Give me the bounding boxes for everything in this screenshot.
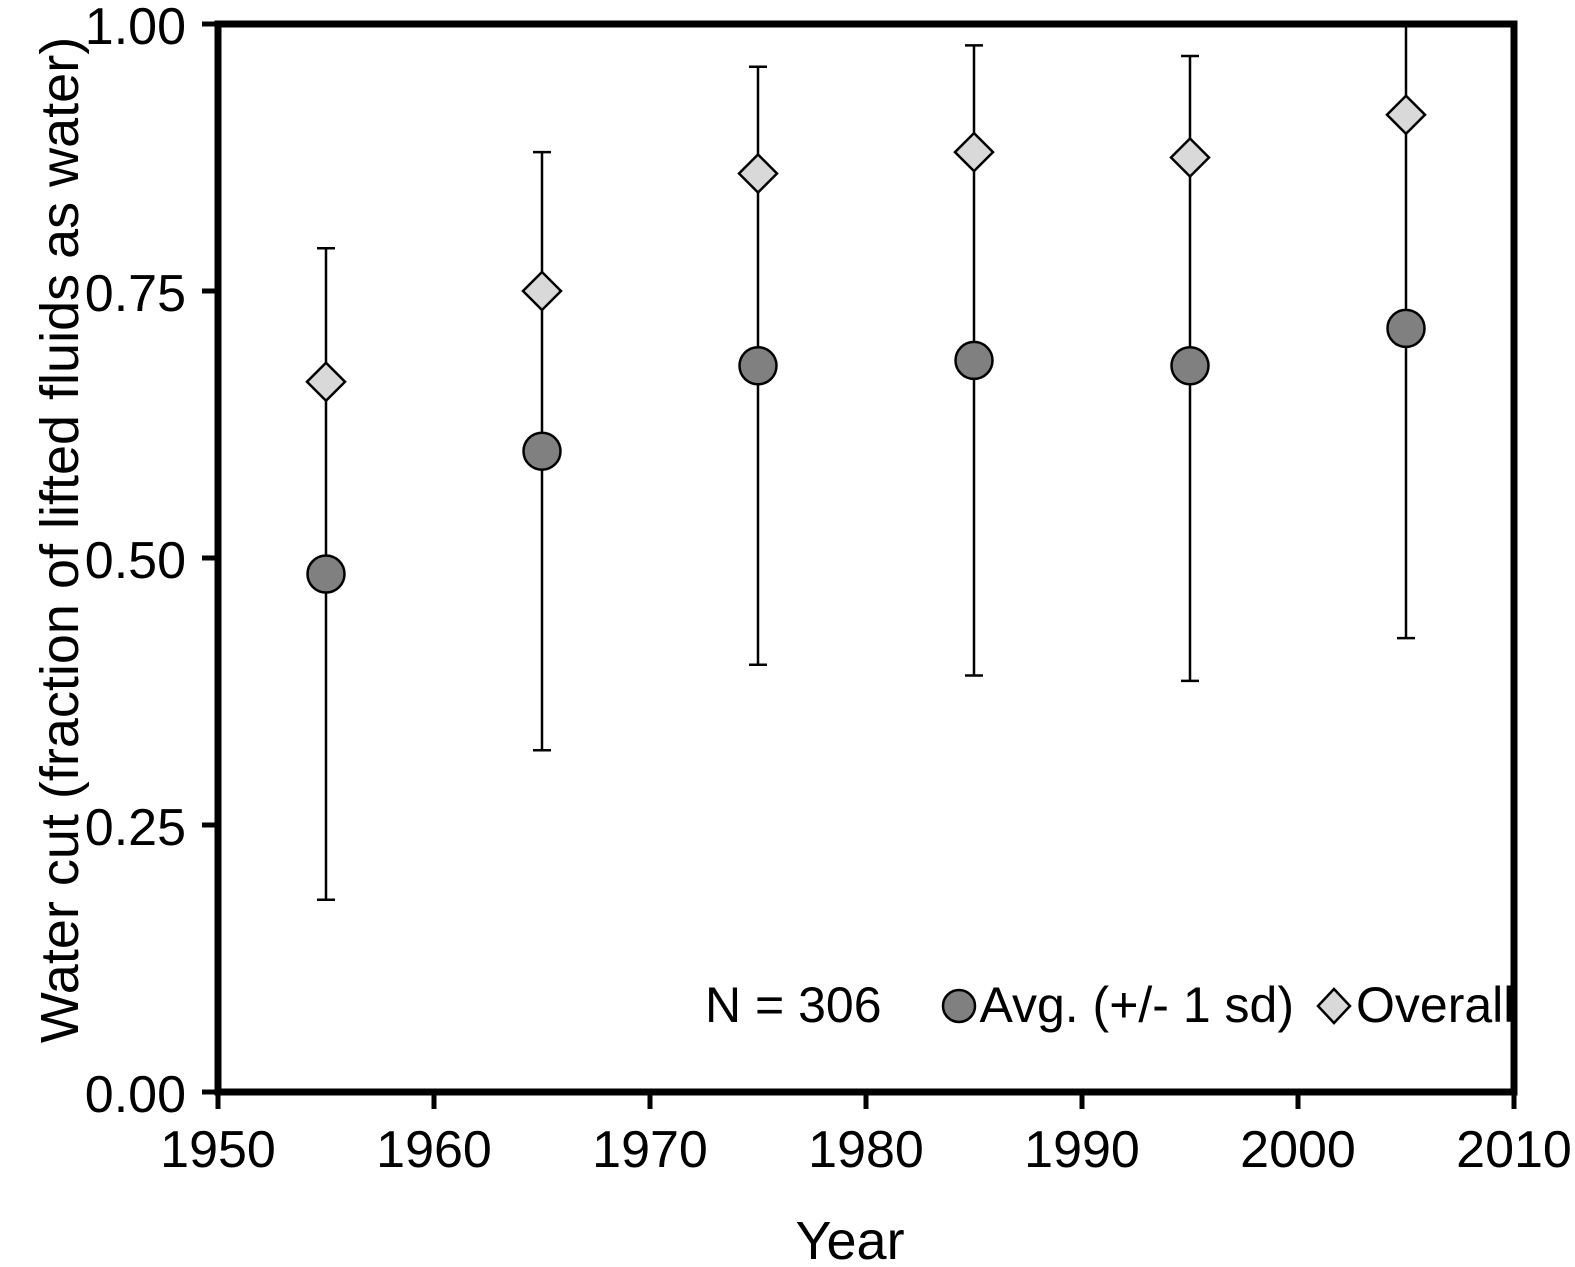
avg-marker [738,346,778,386]
avg-marker [954,340,994,381]
overall-marker [521,270,563,312]
overall-marker [305,361,347,403]
legend-avg-label: Avg. (+/- 1 sd) [979,977,1294,1033]
y-tick-label: 1.00 [85,0,186,56]
legend-item-avg: Avg. (+/- 1 sd) [940,976,1294,1034]
overall-marker [1385,94,1427,136]
sample-size-label: N = 306 [705,977,882,1033]
overall-diamond-icon [1316,987,1352,1025]
plot-border [214,20,1518,1096]
avg-marker [306,554,346,594]
x-tick-label: 2000 [1240,1121,1356,1179]
y-tick-label: 0.25 [85,799,186,857]
x-tick-label: 1960 [376,1121,492,1179]
overall-marker [1169,136,1211,179]
avg-marker [1386,308,1426,349]
x-tick-label: 2010 [1456,1121,1572,1179]
legend-item-overall: Overall [1314,976,1514,1034]
y-tick-label: 0.75 [85,265,186,323]
x-tick-label: 1970 [592,1121,708,1179]
overall-marker [737,152,779,195]
avg-marker [522,431,562,471]
legend: N = 306 Avg. (+/- 1 sd) Overall [705,976,1514,1034]
avg-circle-icon [941,988,976,1024]
x-tick-label: 1980 [808,1121,924,1179]
avg-marker [1170,346,1210,386]
y-tick-label: 0.50 [85,532,186,590]
x-tick-label: 1990 [1024,1121,1140,1179]
legend-overall-label: Overall [1356,977,1515,1033]
y-tick-label: 0.00 [85,1066,186,1124]
y-axis-title: Water cut (fraction of lifted fluids as … [30,36,90,1044]
x-tick-label: 1950 [160,1121,276,1179]
x-axis-title: Year [795,1211,905,1267]
overall-marker [953,131,995,173]
